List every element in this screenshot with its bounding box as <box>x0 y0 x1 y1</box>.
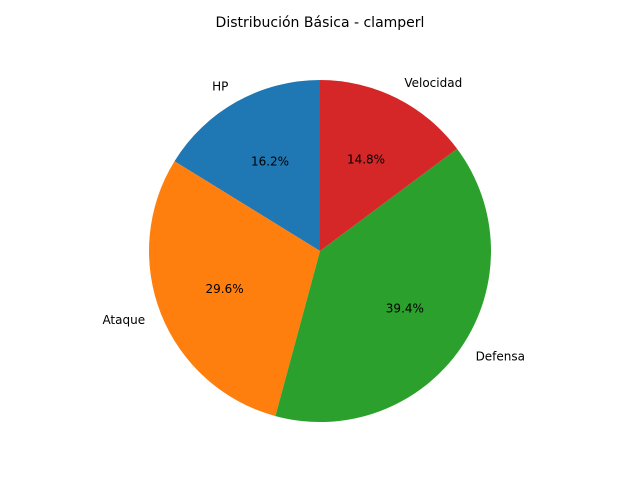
pie-category-label-ataque: Ataque <box>102 313 145 327</box>
pie-value-label-defensa: 39.4% <box>386 302 424 316</box>
pie-slice-defensa <box>275 148 491 422</box>
pie-slices <box>149 80 491 422</box>
pie-category-label-defensa: Defensa <box>476 350 525 364</box>
pie-labels: 16.2% HP 29.6% Ataque 39.4% Defensa 14.8% Veloc… <box>102 76 525 364</box>
pie-category-label-velocidad: Velocidad <box>404 76 462 90</box>
pie-value-label-ataque: 29.6% <box>206 282 244 296</box>
pie-slice-velocidad <box>320 80 458 251</box>
pie-value-label-hp: 16.2% <box>251 154 289 168</box>
pie-category-label-hp: HP <box>212 80 228 94</box>
pie-value-label-velocidad: 14.8% <box>347 152 385 166</box>
pie-slice-ataque <box>149 161 320 417</box>
chart-title: Distribución Básica - clamperl <box>215 15 425 31</box>
pie-slice-hp <box>174 80 320 251</box>
